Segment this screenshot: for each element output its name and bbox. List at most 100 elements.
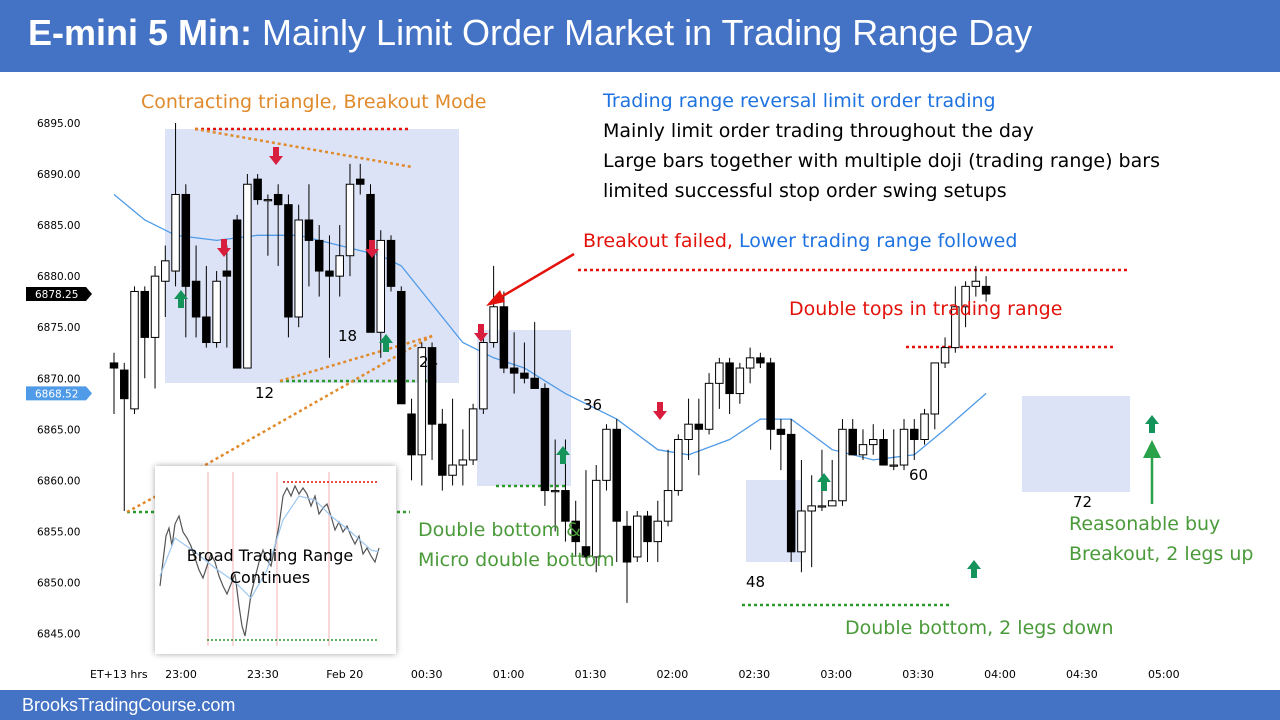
candle bbox=[345, 163, 355, 277]
candle bbox=[848, 419, 857, 456]
candle-body bbox=[438, 423, 447, 476]
candle bbox=[602, 424, 611, 491]
reasonable-buy-note-1: Reasonable buy bbox=[1069, 513, 1221, 535]
candle-body bbox=[807, 505, 816, 512]
candle bbox=[335, 225, 344, 297]
candle-body bbox=[171, 193, 180, 272]
candle bbox=[612, 419, 621, 563]
candle bbox=[868, 424, 878, 455]
candle bbox=[407, 398, 416, 481]
candle-body bbox=[622, 525, 632, 563]
candle bbox=[191, 245, 201, 338]
candle bbox=[355, 163, 365, 195]
candle bbox=[202, 265, 211, 348]
candle-body bbox=[961, 285, 970, 308]
candle bbox=[314, 225, 324, 297]
candle bbox=[150, 265, 160, 389]
bar-label-60: 60 bbox=[909, 466, 929, 484]
candle bbox=[940, 337, 950, 369]
candle bbox=[120, 362, 129, 511]
candle bbox=[756, 352, 765, 369]
candle bbox=[951, 286, 960, 353]
candle-body bbox=[581, 546, 591, 558]
candle bbox=[838, 419, 847, 506]
candle bbox=[766, 357, 775, 450]
candle bbox=[438, 408, 447, 491]
candle-body bbox=[684, 423, 693, 441]
candle bbox=[591, 465, 601, 573]
price-badge: 6868.52 bbox=[26, 386, 92, 401]
price-badge-label: 6878.25 bbox=[35, 289, 78, 301]
breakout-failed-arrowhead bbox=[486, 290, 505, 306]
candle bbox=[745, 347, 755, 384]
candle bbox=[715, 357, 724, 409]
candle-body bbox=[951, 306, 960, 349]
y-tick-label: 6860.00 bbox=[37, 475, 80, 487]
candle-body bbox=[838, 428, 847, 502]
candle-body bbox=[540, 387, 550, 492]
candle bbox=[735, 362, 745, 404]
x-tick-label: 05:00 bbox=[1148, 668, 1180, 681]
summary-line-1: Trading range reversal limit order tradi… bbox=[603, 90, 996, 112]
summary-line-4: limited successful stop order swing setu… bbox=[603, 180, 1007, 202]
footer-bar: BrooksTradingCourse.com bbox=[0, 690, 1280, 720]
x-tick-label: 23:00 bbox=[165, 668, 197, 681]
candle bbox=[325, 235, 334, 358]
candle-body bbox=[294, 219, 303, 318]
x-axis-label: ET+13 hrs bbox=[90, 668, 148, 681]
inset-label-2: Continues bbox=[229, 568, 311, 587]
candle bbox=[684, 398, 693, 460]
candle bbox=[858, 429, 868, 460]
candle bbox=[981, 276, 991, 302]
candle-body bbox=[981, 285, 991, 295]
candle-body bbox=[427, 347, 437, 425]
candle bbox=[253, 174, 262, 205]
candle-body bbox=[674, 439, 683, 492]
candle-body bbox=[520, 372, 529, 379]
bar-label-18: 18 bbox=[338, 327, 358, 345]
candle-body bbox=[745, 357, 755, 369]
buy-signal-icon bbox=[817, 473, 831, 491]
candle bbox=[540, 383, 550, 506]
inset-label-1: Broad Trading Range bbox=[186, 546, 354, 565]
candle-body bbox=[971, 280, 981, 287]
candle-body bbox=[930, 362, 940, 415]
candle-body bbox=[284, 204, 293, 318]
candle bbox=[653, 500, 663, 563]
candle-body bbox=[704, 382, 714, 430]
candle-body bbox=[140, 290, 150, 338]
double-bottom-legs-note: Double bottom, 2 legs down bbox=[845, 617, 1114, 639]
x-tick-label: 03:00 bbox=[820, 668, 852, 681]
trading-range-box bbox=[1022, 396, 1130, 492]
candle-body bbox=[591, 479, 601, 558]
candle-body bbox=[602, 428, 611, 481]
x-tick-label: 04:30 bbox=[1066, 668, 1098, 681]
candle bbox=[520, 342, 529, 384]
candle bbox=[920, 408, 929, 445]
candle-body bbox=[910, 428, 919, 441]
y-tick-label: 6885.00 bbox=[37, 220, 80, 232]
candle-body bbox=[509, 367, 519, 374]
x-tick-label: 04:00 bbox=[984, 668, 1016, 681]
y-tick-label: 6880.00 bbox=[37, 271, 80, 283]
candle-body bbox=[263, 199, 273, 202]
candle-body bbox=[202, 316, 211, 344]
breakout-failed-note: Breakout failed, Lower trading range fol… bbox=[583, 230, 1017, 252]
candle bbox=[889, 429, 899, 471]
candle-body bbox=[468, 408, 478, 461]
candle-body bbox=[797, 510, 806, 553]
candle-body bbox=[786, 433, 796, 553]
bar-label-72: 72 bbox=[1073, 493, 1093, 511]
site-link[interactable]: BrooksTradingCourse.com bbox=[22, 695, 236, 715]
candle bbox=[776, 419, 786, 471]
candle-body bbox=[397, 290, 406, 405]
candle-body bbox=[161, 260, 170, 282]
candle-body bbox=[499, 306, 509, 369]
candle bbox=[971, 265, 981, 297]
bar-label-48: 48 bbox=[746, 573, 766, 591]
triangle-lower-line bbox=[279, 334, 433, 383]
x-tick-label: Feb 20 bbox=[326, 668, 363, 681]
candle bbox=[294, 204, 303, 328]
buy-signal-icon bbox=[1145, 415, 1159, 433]
double-bottom-note-2: Micro double bottom bbox=[418, 549, 615, 571]
